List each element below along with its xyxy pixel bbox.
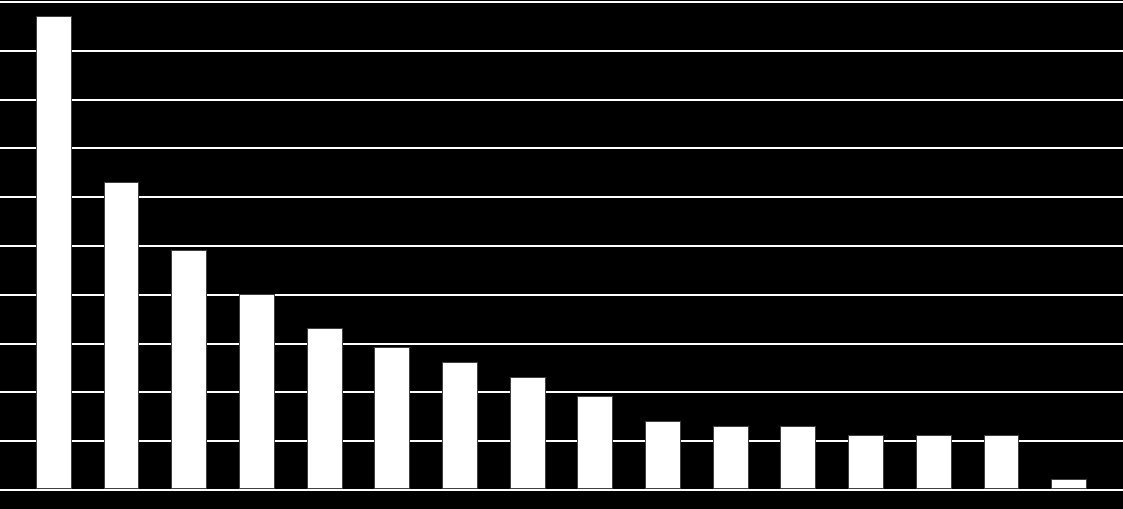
- bar: [374, 347, 410, 489]
- bar: [916, 435, 952, 489]
- bar: [104, 182, 140, 489]
- bar: [36, 16, 72, 489]
- bar: [780, 426, 816, 489]
- bar: [577, 396, 613, 489]
- bars-container: [0, 0, 1123, 509]
- bar: [848, 435, 884, 489]
- bar: [171, 250, 207, 489]
- bar: [510, 377, 546, 489]
- bar: [984, 435, 1020, 489]
- bar: [713, 426, 749, 489]
- bar: [239, 294, 275, 489]
- bar-chart: [0, 0, 1123, 509]
- bar: [307, 328, 343, 489]
- bar: [442, 362, 478, 489]
- bar: [1051, 479, 1087, 489]
- plot-area: [0, 0, 1123, 509]
- bar: [645, 421, 681, 489]
